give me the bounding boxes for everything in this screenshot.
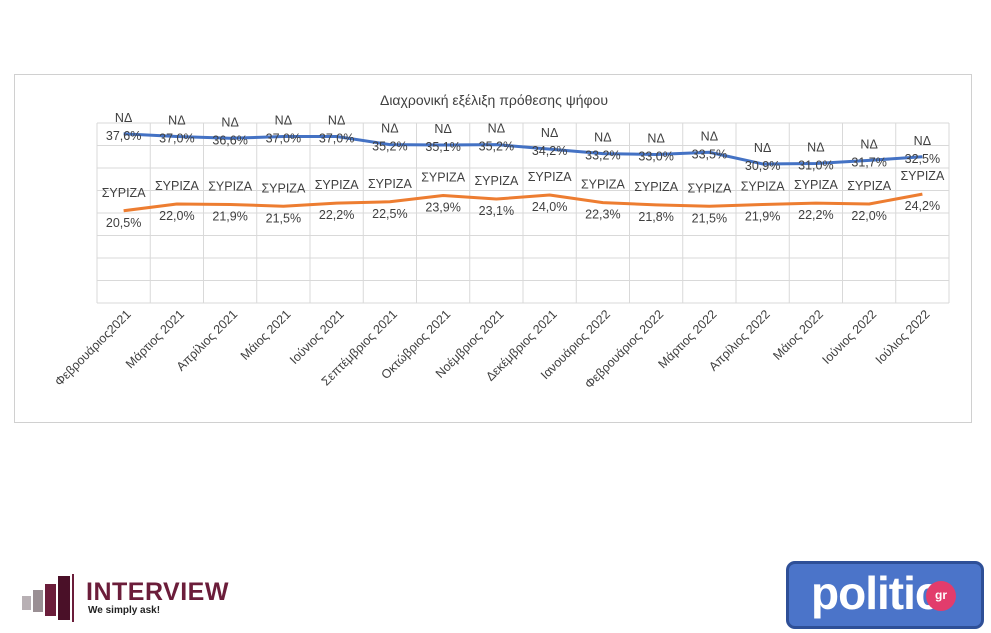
- interview-bars-icon: [22, 574, 74, 622]
- politic-name: politic: [811, 567, 940, 619]
- chart-title: Διαχρονική εξέλιξη πρόθεσης ψήφου: [380, 92, 608, 108]
- data-label-series-name: ΣΥΡΙΖΑ: [581, 178, 626, 192]
- data-label-value: 21,8%: [638, 210, 673, 224]
- data-label-value: 31,7%: [851, 155, 886, 169]
- x-tick-label: Μάιος 2022: [770, 307, 826, 363]
- politic-suffix: gr: [926, 581, 956, 611]
- data-label-value: 21,5%: [692, 211, 727, 225]
- x-tick-label: Ιούνιος 2021: [287, 307, 347, 367]
- data-label-value: 22,3%: [585, 208, 620, 222]
- data-label-value: 35,2%: [479, 140, 514, 154]
- x-tick-label: Ιούλιος 2022: [873, 307, 933, 367]
- data-label-series-name: ΣΥΡΙΖΑ: [687, 181, 732, 195]
- data-label-series-name: ΣΥΡΙΖΑ: [421, 170, 466, 184]
- data-label-value: 37,0%: [266, 132, 301, 146]
- data-label-series-name: ΝΔ: [488, 122, 505, 136]
- data-label-series-name: ΣΥΡΙΖΑ: [261, 181, 306, 195]
- data-label-value: 37,0%: [319, 132, 354, 146]
- data-label-series-name: ΣΥΡΙΖΑ: [741, 179, 786, 193]
- data-label-value: 36,6%: [212, 133, 247, 147]
- data-label-series-name: ΣΥΡΙΖΑ: [208, 179, 253, 193]
- data-label-series-name: ΝΔ: [594, 131, 611, 145]
- data-label-value: 22,0%: [851, 209, 886, 223]
- data-label-series-name: ΝΔ: [328, 114, 345, 128]
- chart-frame: Διαχρονική εξέλιξη πρόθεσης ψήφου ΝΔ 37,6…: [14, 74, 972, 423]
- data-label-series-name: ΣΥΡΙΖΑ: [900, 169, 945, 183]
- series-line-syriza: [123, 192, 923, 213]
- data-label-value: 24,0%: [532, 200, 567, 214]
- data-label-value: 35,2%: [372, 140, 407, 154]
- data-label-series-name: ΝΔ: [115, 111, 132, 125]
- data-label-series-name: ΣΥΡΙΖΑ: [794, 178, 839, 192]
- data-label-value: 33,2%: [585, 149, 620, 163]
- data-label-series-name: ΣΥΡΙΖΑ: [528, 170, 573, 184]
- data-label-value: 22,2%: [319, 208, 354, 222]
- data-label-series-name: ΣΥΡΙΖΑ: [634, 180, 679, 194]
- data-label-series-name: ΣΥΡΙΖΑ: [155, 179, 200, 193]
- x-tick-label: Ιούνιος 2022: [819, 307, 879, 367]
- data-label-series-name: ΝΔ: [381, 122, 398, 136]
- data-label-value: 22,0%: [159, 209, 194, 223]
- data-label-series-name: ΣΥΡΙΖΑ: [368, 177, 413, 191]
- data-label-value: 22,2%: [798, 208, 833, 222]
- data-label-series-name: ΝΔ: [221, 115, 238, 129]
- data-label-series-name: ΝΔ: [754, 141, 771, 155]
- data-label-series-name: ΝΔ: [914, 134, 931, 148]
- data-label-value: 23,9%: [425, 200, 460, 214]
- x-tick-label: Φεβρουάριος2021: [52, 307, 134, 389]
- data-label-value: 31,0%: [798, 159, 833, 173]
- data-label-value: 21,9%: [745, 209, 780, 223]
- data-label-value: 23,1%: [479, 204, 514, 218]
- data-label-series-name: ΝΔ: [807, 141, 824, 155]
- series-line-nd: [123, 132, 923, 166]
- data-label-value: 37,0%: [159, 132, 194, 146]
- politic-logo: politic gr: [786, 561, 984, 629]
- data-label-value: 24,2%: [905, 199, 940, 213]
- interview-name: INTERVIEW: [86, 578, 229, 606]
- data-label-series-name: ΣΥΡΙΖΑ: [847, 179, 892, 193]
- data-label-series-name: ΣΥΡΙΖΑ: [102, 186, 147, 200]
- data-label-value: 34,2%: [532, 144, 567, 158]
- data-label-series-name: ΝΔ: [860, 137, 877, 151]
- interview-tagline: We simply ask!: [88, 605, 161, 616]
- data-label-value: 21,5%: [266, 211, 301, 225]
- data-label-series-name: ΝΔ: [701, 129, 718, 143]
- data-label-value: 22,5%: [372, 207, 407, 221]
- line-chart: Διαχρονική εξέλιξη πρόθεσης ψήφου ΝΔ 37,6…: [52, 92, 950, 391]
- data-label-value: 30,9%: [745, 159, 780, 173]
- data-label-series-name: ΝΔ: [275, 114, 292, 128]
- data-label-value: 33,0%: [638, 150, 673, 164]
- data-label-value: 32,5%: [905, 152, 940, 166]
- interview-logo: INTERVIEW We simply ask!: [20, 572, 250, 628]
- data-label-value: 20,5%: [106, 216, 141, 230]
- data-label-series-name: ΝΔ: [541, 126, 558, 140]
- data-label-series-name: ΣΥΡΙΖΑ: [474, 174, 519, 188]
- data-label-value: 35,1%: [425, 140, 460, 154]
- data-label-series-name: ΣΥΡΙΖΑ: [315, 178, 360, 192]
- data-label-series-name: ΝΔ: [434, 122, 451, 136]
- data-label-value: 37,6%: [106, 129, 141, 143]
- x-tick-label: Μάιος 2021: [238, 307, 294, 363]
- data-label-series-name: ΝΔ: [168, 114, 185, 128]
- data-label-series-name: ΝΔ: [647, 132, 664, 146]
- data-label-value: 33,5%: [692, 147, 727, 161]
- data-label-value: 21,9%: [212, 209, 247, 223]
